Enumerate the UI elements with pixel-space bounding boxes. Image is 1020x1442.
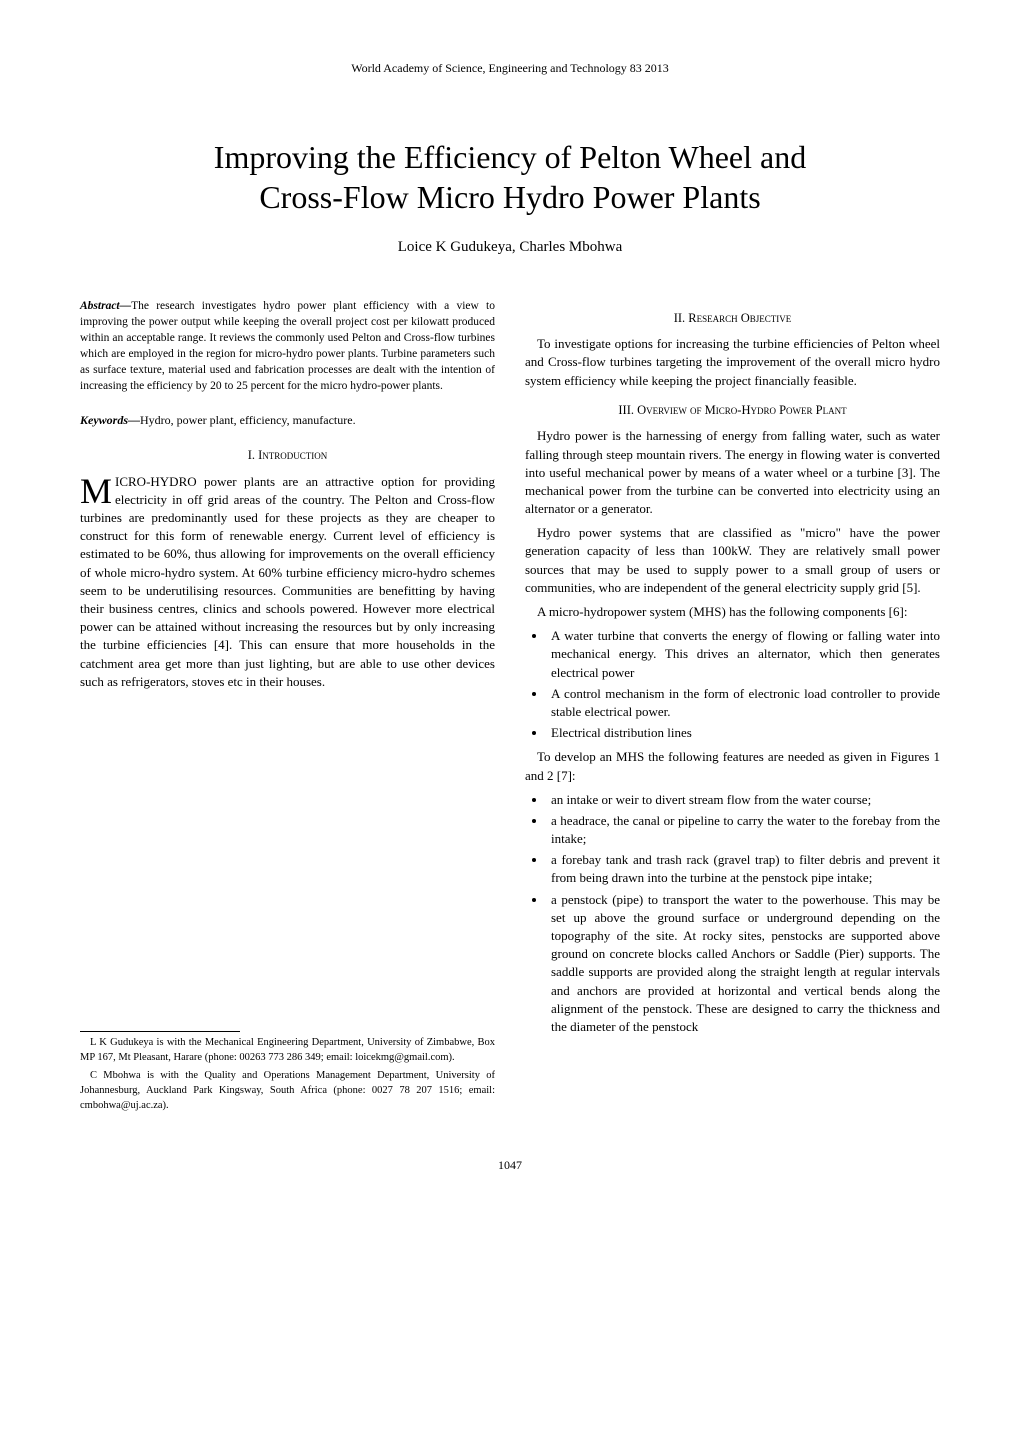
right-column: II. Research Objective To investigate op…: [525, 298, 940, 1118]
footnote-1: L K Gudukeya is with the Mechanical Engi…: [80, 1036, 495, 1065]
title-line-1: Improving the Efficiency of Pelton Wheel…: [214, 139, 806, 175]
list-item: an intake or weir to divert stream flow …: [547, 791, 940, 809]
two-column-layout: Abstract—The research investigates hydro…: [80, 298, 940, 1118]
features-list: an intake or weir to divert stream flow …: [547, 791, 940, 1036]
overview-paragraph-2: Hydro power systems that are classified …: [525, 524, 940, 597]
dropcap-letter: M: [80, 473, 115, 505]
list-item: A control mechanism in the form of elect…: [547, 685, 940, 721]
list-item: a penstock (pipe) to transport the water…: [547, 891, 940, 1037]
left-column: Abstract—The research investigates hydro…: [80, 298, 495, 1118]
list-item: A water turbine that converts the energy…: [547, 627, 940, 682]
keywords-label: Keywords—: [80, 413, 140, 427]
footnote-separator: [80, 1031, 240, 1032]
keywords-body: Hydro, power plant, efficiency, manufact…: [140, 413, 356, 427]
objective-paragraph: To investigate options for increasing th…: [525, 335, 940, 390]
keywords-block: Keywords—Hydro, power plant, efficiency,…: [80, 412, 495, 429]
abstract-body: The research investigates hydro power pl…: [80, 300, 495, 392]
section-heading-overview: III. Overview of Micro-Hydro Power Plant: [525, 402, 940, 420]
paper-title: Improving the Efficiency of Pelton Wheel…: [80, 137, 940, 217]
list-item: Electrical distribution lines: [547, 724, 940, 742]
section-heading-introduction: I. Introduction: [80, 447, 495, 465]
page-header: World Academy of Science, Engineering an…: [80, 60, 940, 77]
overview-paragraph-1: Hydro power is the harnessing of energy …: [525, 427, 940, 518]
section-heading-objective: II. Research Objective: [525, 310, 940, 328]
footnote-2: C Mbohwa is with the Quality and Operati…: [80, 1069, 495, 1113]
introduction-paragraph: MICRO-HYDRO power plants are an attracti…: [80, 473, 495, 691]
abstract-block: Abstract—The research investigates hydro…: [80, 298, 495, 395]
components-list: A water turbine that converts the energy…: [547, 627, 940, 742]
list-item: a headrace, the canal or pipeline to car…: [547, 812, 940, 848]
overview-paragraph-3: A micro-hydropower system (MHS) has the …: [525, 603, 940, 621]
introduction-body: ICRO-HYDRO power plants are an attractiv…: [80, 474, 495, 689]
abstract-label: Abstract—: [80, 300, 131, 312]
authors: Loice K Gudukeya, Charles Mbohwa: [80, 237, 940, 258]
page-number: 1047: [80, 1157, 940, 1174]
list-item: a forebay tank and trash rack (gravel tr…: [547, 851, 940, 887]
overview-paragraph-4: To develop an MHS the following features…: [525, 748, 940, 784]
title-line-2: Cross-Flow Micro Hydro Power Plants: [259, 179, 760, 215]
